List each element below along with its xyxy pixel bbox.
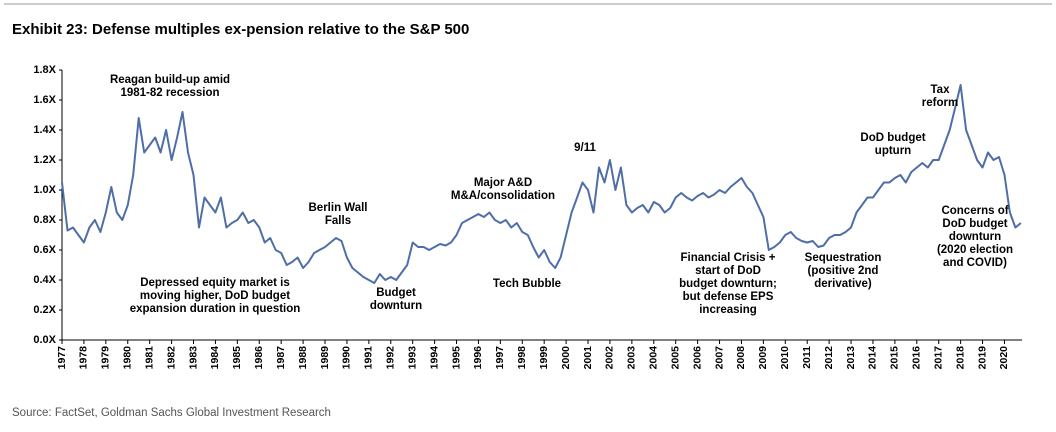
x-tick-label: 2005 (669, 346, 681, 370)
x-tick-label: 2014 (867, 346, 879, 370)
annotation: Major A&D (474, 177, 532, 189)
annotation: but defense EPS (683, 291, 774, 303)
x-tick-label: 2012 (823, 346, 835, 370)
chart-title: Exhibit 23: Defense multiples ex-pension… (12, 21, 469, 38)
x-tick-label: 1982 (165, 346, 177, 370)
x-tick-label: 2016 (911, 346, 923, 370)
x-tick-label: 1989 (319, 346, 331, 370)
x-tick-label: 1980 (122, 346, 134, 370)
x-tick-label: 2007 (713, 346, 725, 370)
annotation: increasing (699, 304, 757, 316)
x-tick-label: 1999 (538, 346, 550, 370)
annotation: 9/11 (574, 142, 596, 154)
annotation: DoD budget (860, 132, 925, 144)
annotation: (2020 election (937, 244, 1013, 256)
annotation: Tech Bubble (493, 278, 561, 290)
annotation: M&A/consolidation (451, 190, 555, 202)
x-tick-label: 2008 (735, 346, 747, 370)
x-tick-label: 2003 (626, 346, 638, 370)
annotation: expansion duration in question (130, 303, 301, 315)
annotation: and COVID) (943, 257, 1007, 269)
line-series (61, 84, 1022, 284)
x-tick-label: 1991 (363, 346, 375, 370)
x-tick-label: 1978 (78, 346, 90, 370)
annotation: Reagan build-up amid (110, 74, 230, 86)
y-tick-label: 1.8X (33, 64, 56, 76)
y-tick-label: 0.6X (33, 244, 56, 256)
x-tick-label: 1997 (494, 346, 506, 370)
x-tick-label: 2018 (954, 346, 966, 370)
annotation: Tax (931, 84, 951, 96)
x-tick-label: 2010 (779, 346, 791, 370)
x-tick-label: 2000 (560, 346, 572, 370)
annotation: Berlin Wall (309, 202, 368, 214)
annotation: Financial Crisis + (681, 252, 776, 264)
annotation: Budget (376, 287, 416, 299)
x-tick-label: 2009 (757, 346, 769, 370)
annotation: moving higher, DoD budget (140, 290, 290, 302)
annotation: Concerns of (941, 205, 1008, 217)
annotation: Depressed equity market is (140, 277, 290, 289)
x-tick-label: 1996 (472, 346, 484, 370)
source-note: Source: FactSet, Goldman Sachs Global In… (12, 407, 331, 419)
x-tick-label: 1998 (516, 346, 528, 370)
x-tick-label: 1984 (209, 346, 221, 370)
annotation: 1981-82 recession (120, 87, 219, 99)
x-tick-label: 1985 (231, 346, 243, 370)
x-tick-label: 1994 (428, 346, 440, 370)
annotation: reform (922, 97, 958, 109)
y-tick-label: 1.2X (33, 154, 56, 166)
y-tick-label: 0.4X (33, 274, 56, 286)
y-tick-label: 1.6X (33, 94, 56, 106)
annotation: downturn (370, 300, 422, 312)
x-tick-label: 2017 (932, 346, 944, 370)
y-tick-label: 0.0X (33, 334, 56, 346)
x-tick-label: 1979 (100, 346, 112, 370)
x-tick-label: 1988 (297, 346, 309, 370)
x-tick-label: 1983 (187, 346, 199, 370)
x-tick-label: 2011 (801, 346, 813, 369)
annotation: upturn (875, 145, 911, 157)
y-tick-label: 1.0X (33, 184, 56, 196)
x-tick-label: 1992 (385, 346, 397, 370)
y-tick-label: 0.2X (33, 304, 56, 316)
x-tick-label: 2001 (582, 346, 594, 370)
y-tick-label: 1.4X (33, 124, 56, 136)
x-tick-label: 2002 (604, 346, 616, 370)
y-tick-label: 0.8X (33, 214, 56, 226)
annotation: Falls (325, 215, 351, 227)
x-tick-label: 2004 (648, 346, 660, 370)
annotation: downturn (949, 231, 1001, 243)
annotation: Sequestration (805, 252, 882, 264)
annotation: derivative) (814, 278, 872, 290)
annotation: (positive 2nd (808, 265, 879, 277)
x-tick-label: 2020 (998, 346, 1010, 370)
annotation: budget downturn; (679, 278, 777, 290)
x-tick-label: 1977 (56, 346, 68, 370)
annotation: DoD budget (942, 218, 1007, 230)
x-tick-label: 2006 (691, 346, 703, 370)
x-tick-label: 1990 (341, 346, 353, 370)
x-tick-label: 2015 (889, 346, 901, 370)
x-tick-label: 1993 (406, 346, 418, 370)
x-tick-label: 2013 (845, 346, 857, 370)
x-tick-label: 1986 (253, 346, 265, 370)
x-tick-label: 1987 (275, 346, 287, 370)
x-tick-label: 2019 (976, 346, 988, 370)
x-tick-label: 1995 (450, 346, 462, 370)
x-tick-label: 1981 (143, 346, 155, 370)
annotation: start of DoD (695, 265, 761, 277)
